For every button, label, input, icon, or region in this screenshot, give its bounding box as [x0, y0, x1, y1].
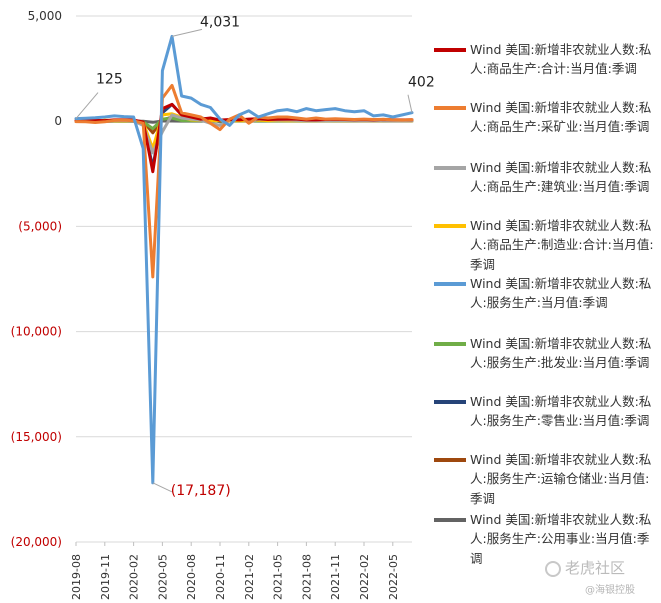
legend-swatch	[434, 282, 466, 286]
legend-swatch	[434, 342, 466, 346]
annotation-leader	[407, 94, 413, 113]
legend-item: Wind 美国:新增非农就业人数:私人:服务生产:公用事业:当月值:季调	[432, 510, 661, 568]
legend-label: Wind 美国:新增非农就业人数:私人:服务生产:运输仓储业:当月值:季调	[470, 452, 652, 506]
annotation-label: (17,187)	[171, 483, 231, 499]
x-tick-label: 2022-02	[358, 554, 371, 600]
legend-swatch	[434, 166, 466, 170]
y-axis-ticks: 5,000 0 (5,000) (10,000) (15,000) (20,000)	[11, 9, 62, 549]
annotation-label: 4,031	[200, 14, 240, 30]
tiger-logo-icon	[545, 560, 561, 577]
legend: Wind 美国:新增非农就业人数:私人:商品生产:合计:当月值:季调 Wind …	[432, 40, 661, 568]
legend-swatch	[434, 400, 466, 404]
series-line	[74, 83, 414, 279]
legend-item: Wind 美国:新增非农就业人数:私人:商品生产:建筑业:当月值:季调	[432, 158, 661, 216]
x-tick-label: 2019-11	[99, 554, 112, 600]
legend-swatch	[434, 106, 466, 110]
series-lines	[74, 34, 414, 485]
data-annotations: 125 4,031 (17,187) 402	[75, 14, 435, 499]
watermark: 老虎社区 @海银控股	[545, 555, 661, 599]
legend-label: Wind 美国:新增非农就业人数:私人:商品生产:建筑业:当月值:季调	[470, 160, 652, 195]
y-tick-label: 5,000	[28, 9, 62, 23]
watermark-sub: @海银控股	[585, 585, 635, 596]
legend-swatch	[434, 48, 466, 52]
legend-label: Wind 美国:新增非农就业人数:私人:服务生产:公用事业:当月值:季调	[470, 512, 652, 566]
legend-swatch	[434, 518, 466, 522]
legend-item: Wind 美国:新增非农就业人数:私人:服务生产:零售业:当月值:季调	[432, 392, 661, 450]
series-line	[74, 102, 414, 174]
x-tick-label: 2022-05	[387, 554, 400, 600]
legend-item: Wind 美国:新增非农就业人数:私人:服务生产:批发业:当月值:季调	[432, 334, 661, 392]
legend-label: Wind 美国:新增非农就业人数:私人:商品生产:采矿业:当月值:季调	[470, 100, 652, 135]
x-tick-label: 2021-08	[300, 554, 313, 600]
x-tick-label: 2020-02	[128, 554, 141, 600]
legend-item: Wind 美国:新增非农就业人数:私人:服务生产:运输仓储业:当月值:季调	[432, 450, 661, 510]
annotation-leader	[152, 482, 173, 493]
gridlines	[76, 15, 412, 543]
x-tick-label: 2021-11	[329, 554, 342, 600]
legend-label: Wind 美国:新增非农就业人数:私人:服务生产:批发业:当月值:季调	[470, 336, 652, 371]
legend-label: Wind 美国:新增非农就业人数:私人:服务生产:当月值:季调	[470, 276, 652, 311]
x-tick-label: 2021-02	[243, 554, 256, 600]
series-line	[74, 34, 414, 485]
legend-label: Wind 美国:新增非农就业人数:私人:服务生产:零售业:当月值:季调	[470, 394, 652, 429]
y-tick-label: (5,000)	[18, 219, 62, 233]
x-tick-label: 2020-05	[156, 554, 169, 600]
legend-item: Wind 美国:新增非农就业人数:私人:商品生产:合计:当月值:季调	[432, 40, 661, 98]
annotation-leader	[75, 92, 99, 119]
legend-swatch	[434, 458, 466, 462]
x-tick-label: 2019-08	[70, 554, 83, 600]
legend-swatch	[434, 224, 466, 228]
y-tick-label: (10,000)	[11, 325, 62, 339]
legend-label: Wind 美国:新增非农就业人数:私人:商品生产:制造业:合计:当月值:季调	[470, 218, 654, 272]
y-tick-label: (20,000)	[11, 535, 62, 549]
y-tick-label: (15,000)	[11, 430, 62, 444]
watermark-title: 老虎社区	[565, 559, 626, 577]
watermark-main: 老虎社区	[545, 557, 625, 578]
annotation-label: 402	[408, 75, 435, 91]
legend-item: Wind 美国:新增非农就业人数:私人:商品生产:制造业:合计:当月值:季调	[432, 216, 661, 274]
legend-label: Wind 美国:新增非农就业人数:私人:商品生产:合计:当月值:季调	[470, 42, 652, 77]
x-tick-label: 2020-11	[214, 554, 227, 600]
y-tick-label: 0	[54, 114, 62, 128]
x-axis-ticks: 2019-08 2019-11 2020-02 2020-05 2020-08 2020-…	[70, 542, 400, 600]
x-tick-label: 2020-08	[185, 554, 198, 600]
legend-item: Wind 美国:新增非农就业人数:私人:商品生产:采矿业:当月值:季调	[432, 98, 661, 158]
legend-item: Wind 美国:新增非农就业人数:私人:服务生产:当月值:季调	[432, 274, 661, 334]
x-tick-label: 2021-05	[272, 554, 285, 600]
annotation-leader	[171, 28, 203, 37]
annotation-label: 125	[96, 72, 123, 88]
